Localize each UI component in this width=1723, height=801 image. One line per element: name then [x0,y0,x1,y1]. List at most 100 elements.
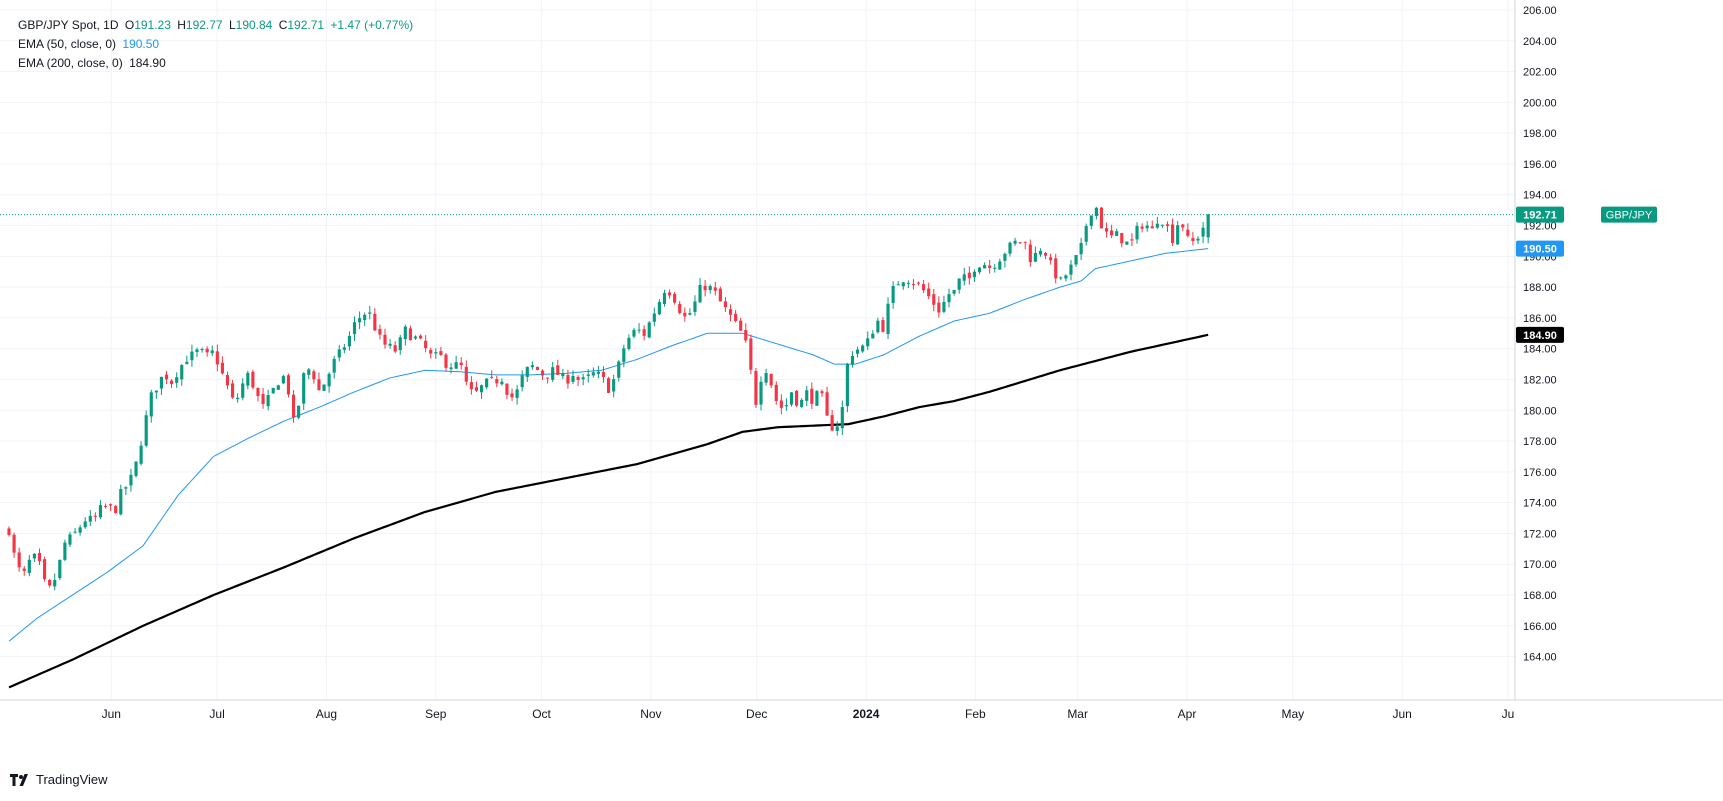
candle-body [464,366,468,382]
candle-body [63,542,67,560]
candle-body [210,350,214,354]
x-tick-label: Dec [746,707,767,721]
ema50-tag-bg [1516,240,1564,257]
ema50-value: 190.50 [122,37,160,51]
candle-body [698,284,702,303]
high-value: 192.77 [185,18,223,32]
candle-body [266,395,270,407]
y-tick-label: 170.00 [1523,559,1557,571]
candle-body [556,365,560,375]
candle-body [408,328,412,341]
y-tick-label: 164.00 [1523,652,1557,664]
candle-body [342,347,346,350]
candle-body [485,378,489,388]
candle-body [388,343,392,346]
candle-body [286,375,291,395]
candle-body [596,371,600,374]
candle-body [805,390,809,401]
legend-open: O191.23 [125,18,171,32]
candle-body [734,313,738,321]
candle-body [32,553,36,559]
candle-body [1196,238,1200,241]
high-label: H [177,18,186,32]
legend-ema50-row[interactable]: EMA (50, close, 0) 190.50 [18,35,416,54]
price-tag-bg [1516,206,1564,223]
candle-body [728,309,733,315]
candle-body [93,515,97,517]
candle-body [962,274,966,281]
candle-body [998,261,1002,270]
candle-body [124,487,128,489]
candle-body [1003,253,1007,261]
candle-body [662,293,667,305]
chart-legend: GBP/JPY Spot, 1D O191.23 H192.77 L190.84… [18,16,416,73]
candle-body [881,320,885,332]
candle-body [1028,244,1032,263]
ema200-tag-bg [1516,326,1564,343]
ema200-label: EMA (200, close, 0) [18,56,123,70]
candle-body [647,322,651,338]
legend-change: +1.47 (+0.77%) [330,18,414,32]
candle-body [850,355,855,365]
candle-body [657,301,661,315]
candle-body [906,282,910,284]
candle-body [876,320,880,333]
candle-body [774,384,778,402]
candle-body [495,379,499,384]
candle-body [103,505,108,507]
ema50-line [8,248,1209,642]
candle-body [1145,225,1149,229]
tradingview-brand[interactable]: TradingView [10,772,108,787]
candles [7,206,1210,591]
candle-body [784,405,788,407]
candle-body [378,329,382,335]
legend-ema200-row[interactable]: EMA (200, close, 0) 184.90 [18,54,416,73]
candle-body [185,361,189,365]
ema200-value: 184.90 [129,56,166,70]
candle-body [459,362,463,366]
y-tick-label: 200.00 [1523,97,1557,109]
ema50-label: EMA (50, close, 0) [18,37,117,51]
candle-body [718,288,722,302]
candle-body [927,288,931,297]
candle-body [637,329,641,331]
candle-body [439,351,443,356]
y-tick-label: 168.00 [1523,590,1557,602]
candle-body [1186,229,1190,236]
candle-body [789,392,794,405]
candle-body [673,293,677,303]
candle-body [896,284,900,286]
x-tick-label: Feb [965,707,986,721]
candle-body [1120,233,1124,244]
y-tick-label: 206.00 [1523,5,1557,17]
candle-body [830,415,834,431]
y-tick-label: 192.00 [1523,221,1557,233]
x-tick-label: Ju [1502,707,1515,721]
candle-body [825,392,829,416]
y-tick-label: 176.00 [1523,467,1557,479]
candle-body [642,329,646,336]
candle-body [220,362,224,374]
candle-body [271,388,275,394]
candle-body [246,372,250,386]
candle-body [12,534,16,553]
candle-body [922,284,926,291]
candle-body [1074,255,1078,265]
candle-body [180,364,184,380]
candle-body [1130,239,1134,241]
candle-body [769,373,773,386]
candle-body [479,385,484,393]
candle-body [302,373,306,404]
candle-body [1140,226,1144,229]
ema50-layer [8,248,1209,642]
candle-body [1201,227,1205,237]
candle-body [1115,231,1119,236]
candle-body [424,340,428,349]
close-value: 192.71 [287,18,325,32]
candle-body [723,301,728,308]
candle-body [754,371,758,405]
candle-body [683,312,687,317]
legend-symbol: GBP/JPY Spot, 1D [18,18,119,32]
candle-body [500,381,504,385]
